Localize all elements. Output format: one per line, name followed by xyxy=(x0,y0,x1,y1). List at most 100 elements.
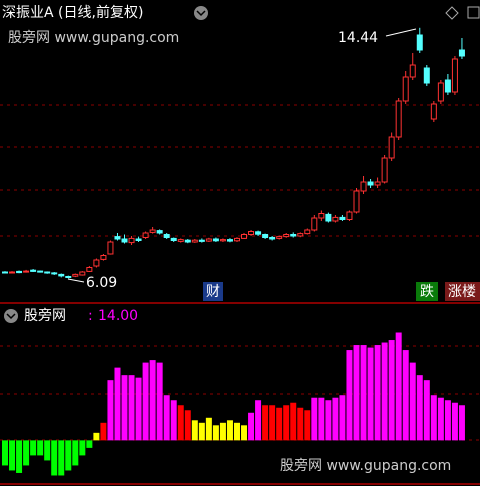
badge[interactable] xyxy=(445,282,480,301)
candle-body xyxy=(430,103,437,120)
bar xyxy=(212,425,219,441)
candle-body xyxy=(388,136,395,159)
candle-body xyxy=(198,239,205,242)
candle-body xyxy=(9,271,16,274)
indicator-separator: : xyxy=(88,308,93,324)
bar xyxy=(318,397,325,441)
diamond-icon[interactable] xyxy=(445,6,459,20)
bar xyxy=(430,395,437,441)
candle-body xyxy=(58,273,65,277)
candle-body xyxy=(51,272,58,275)
bar xyxy=(233,422,240,441)
badge[interactable] xyxy=(416,282,438,301)
bar xyxy=(135,377,142,441)
bar xyxy=(9,440,16,471)
candle-body xyxy=(276,236,283,239)
badge-text[interactable]: 财 xyxy=(206,284,220,300)
menu-icon[interactable] xyxy=(4,309,18,323)
bar xyxy=(30,440,37,456)
bar xyxy=(388,340,395,441)
candle-body xyxy=(135,238,142,241)
square-icon[interactable] xyxy=(467,6,480,19)
candle-body xyxy=(163,234,170,238)
bar xyxy=(332,397,339,441)
bar xyxy=(262,405,269,441)
candle-body xyxy=(44,271,51,274)
watermark: 股旁网 www.gupang.com xyxy=(8,29,179,46)
bar xyxy=(219,422,226,441)
bar xyxy=(290,402,297,441)
bar xyxy=(23,440,30,466)
bar xyxy=(360,345,367,441)
bar xyxy=(107,380,114,441)
candle-body xyxy=(346,211,353,220)
candle-body xyxy=(79,271,86,276)
candle-body xyxy=(381,157,388,183)
bar xyxy=(409,362,416,441)
bar xyxy=(395,332,402,441)
bar xyxy=(248,412,255,441)
badge[interactable] xyxy=(203,282,223,301)
annotation-arrow xyxy=(67,278,85,283)
candle-body xyxy=(170,237,177,241)
candle-body xyxy=(233,237,240,242)
bar xyxy=(191,420,198,441)
bar xyxy=(402,350,409,441)
bar xyxy=(79,440,86,456)
badge-text[interactable]: 跌 xyxy=(420,284,434,300)
bar xyxy=(451,402,458,441)
high-label: 14.44 xyxy=(338,30,378,46)
candle-body xyxy=(219,239,226,242)
bar xyxy=(325,400,332,441)
candle-body xyxy=(332,216,339,222)
badge-text[interactable]: 涨楼 xyxy=(448,284,476,300)
bar xyxy=(114,367,121,441)
bar xyxy=(86,440,93,448)
bar xyxy=(184,410,191,441)
bar xyxy=(283,405,290,441)
candle-body xyxy=(360,181,367,192)
bar xyxy=(374,345,381,441)
bar xyxy=(58,440,65,476)
bar xyxy=(177,405,184,441)
bar xyxy=(353,345,360,441)
candle-body xyxy=(93,259,100,267)
bar xyxy=(444,400,451,441)
candle-body xyxy=(409,64,416,78)
candle-body xyxy=(311,217,318,231)
bar xyxy=(93,432,100,441)
bar xyxy=(205,417,212,441)
candle-body xyxy=(149,229,156,233)
candle-body xyxy=(212,238,219,242)
candle-body xyxy=(107,241,114,255)
menu-icon[interactable] xyxy=(194,6,208,20)
candle-body xyxy=(451,58,458,93)
bar xyxy=(346,350,353,441)
bar xyxy=(241,425,248,441)
candle-body xyxy=(226,239,233,242)
candle-body xyxy=(16,270,23,274)
candle-body xyxy=(177,239,184,242)
candle-body xyxy=(416,34,423,51)
candle-body xyxy=(444,79,451,93)
bar xyxy=(423,380,430,441)
marks xyxy=(2,27,465,476)
candle-body xyxy=(191,239,198,243)
bar xyxy=(198,422,205,441)
candle-body xyxy=(283,234,290,238)
indicator-name: 股旁网 xyxy=(24,307,66,324)
bar xyxy=(16,440,23,473)
indicator-value: 14.00 xyxy=(98,308,138,324)
bar xyxy=(381,342,388,441)
menu-icon-arrow xyxy=(6,313,16,320)
candle-body xyxy=(128,237,135,244)
candle-body xyxy=(367,181,374,186)
candle-body xyxy=(156,230,163,234)
bar xyxy=(100,422,107,441)
candle-body xyxy=(255,231,262,235)
candle-body xyxy=(297,233,304,237)
bar xyxy=(255,400,262,441)
candle-body xyxy=(318,213,325,219)
candle-body xyxy=(437,82,444,102)
